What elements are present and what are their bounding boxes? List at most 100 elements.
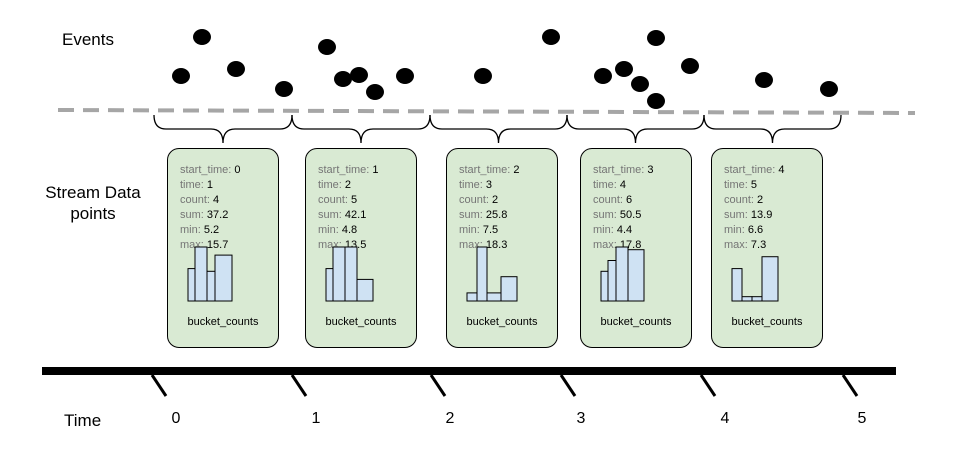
field-start-time: start_time: 2 (459, 163, 520, 178)
field-sum: sum: 13.9 (724, 208, 785, 223)
field-value: 4.4 (616, 224, 633, 236)
bucket-bar (627, 249, 645, 302)
field-value: 4.8 (341, 224, 358, 236)
bucket-bar (466, 292, 478, 302)
field-key: max: (724, 239, 748, 251)
bucket-bar (194, 246, 208, 302)
event-dot (755, 72, 773, 88)
stream-label-line1: Stream Data (45, 183, 141, 202)
field-sum: sum: 42.1 (318, 208, 379, 223)
field-value: 5.2 (203, 224, 220, 236)
field-key: time: (318, 179, 342, 191)
field-value: 4 (213, 194, 220, 206)
event-dot (820, 81, 838, 97)
field-key: sum: (459, 209, 483, 221)
field-value: 2 (344, 179, 352, 191)
events-label: Events (62, 30, 114, 49)
field-value: 4 (778, 164, 785, 176)
data-point-fields: start_time: 2 time: 3 count: 2 sum: 25.8 min… (459, 163, 520, 253)
bucket-counts-label: bucket_counts (187, 316, 259, 328)
field-time: time: 2 (318, 178, 379, 193)
field-key: time: (180, 179, 204, 191)
field-key: count: (180, 194, 210, 206)
field-min: min: 4.4 (593, 223, 654, 238)
field-max: max: 7.3 (724, 238, 785, 253)
event-dot (396, 68, 414, 84)
interval-brace (429, 114, 568, 144)
bucket-bar (731, 268, 743, 302)
field-value: 13.9 (750, 209, 773, 221)
field-value: 1 (372, 164, 379, 176)
event-dot (681, 58, 699, 74)
field-start-time: start_time: 3 (593, 163, 654, 178)
field-value: 1 (206, 179, 214, 191)
field-value: 6 (626, 194, 633, 206)
field-value: 25.8 (485, 209, 508, 221)
bucket-bar (486, 292, 502, 302)
field-key: start_time: (459, 164, 511, 176)
bucket-bar (187, 268, 196, 302)
field-time: time: 3 (459, 178, 520, 193)
field-sum: sum: 37.2 (180, 208, 241, 223)
bucket-counts-histogram (731, 256, 779, 302)
bucket-counts-histogram (600, 246, 645, 302)
field-key: min: (318, 224, 339, 236)
field-count: count: 4 (180, 193, 241, 208)
bucket-counts-label: bucket_counts (466, 316, 538, 328)
field-value: 3 (485, 179, 493, 191)
field-value: 6.6 (747, 224, 764, 236)
field-key: start_time: (180, 164, 232, 176)
bucket-bar (500, 276, 518, 302)
field-value: 7.3 (750, 239, 767, 251)
field-min: min: 7.5 (459, 223, 520, 238)
field-value: 2 (492, 194, 499, 206)
field-key: time: (724, 179, 748, 191)
bucket-bar (214, 254, 233, 302)
bucket-bar (751, 296, 763, 302)
time-tick (290, 374, 308, 397)
time-tick (429, 374, 447, 397)
field-key: start_time: (593, 164, 645, 176)
field-key: min: (724, 224, 745, 236)
field-sum: sum: 50.5 (593, 208, 654, 223)
bucket-bar (741, 296, 753, 302)
event-dot (227, 61, 245, 77)
time-tick-label: 2 (445, 410, 455, 427)
data-point-card: start_time: 4 time: 5 count: 2 sum: 13.9 min… (711, 148, 823, 348)
field-min: min: 6.6 (724, 223, 785, 238)
interval-brace (153, 114, 293, 144)
time-tick-label: 4 (720, 410, 730, 427)
field-time: time: 4 (593, 178, 654, 193)
field-value: 42.1 (344, 209, 367, 221)
data-point-fields: start_time: 4 time: 5 count: 2 sum: 13.9 min… (724, 163, 785, 253)
field-key: start_time: (724, 164, 776, 176)
bucket-bar (206, 270, 216, 302)
field-min: min: 4.8 (318, 223, 379, 238)
field-key: time: (593, 179, 617, 191)
bucket-bar (356, 278, 374, 302)
field-key: count: (724, 194, 754, 206)
field-value: 2 (513, 164, 520, 176)
field-key: count: (459, 194, 489, 206)
bucket-bar (761, 256, 779, 302)
event-dot (334, 71, 352, 87)
field-value: 3 (647, 164, 654, 176)
field-key: start_time: (318, 164, 370, 176)
time-tick (559, 374, 577, 397)
event-dot (647, 30, 665, 46)
bucket-counts-label: bucket_counts (600, 316, 672, 328)
field-count: count: 5 (318, 193, 379, 208)
time-tick-label: 0 (171, 410, 181, 427)
event-dot (542, 29, 560, 45)
event-dot (193, 29, 211, 45)
event-dot (631, 76, 649, 92)
bucket-bar (476, 246, 488, 302)
data-point-card: start_time: 2 time: 3 count: 2 sum: 25.8 min… (446, 148, 558, 348)
event-dot (366, 84, 384, 100)
data-point-card: start_time: 1 time: 2 count: 5 sum: 42.1 min… (305, 148, 417, 348)
bucket-bar (615, 246, 629, 302)
field-count: count: 6 (593, 193, 654, 208)
time-tick-label: 1 (311, 410, 321, 427)
interval-brace (566, 114, 705, 144)
stream-data-points-label: Stream Data points (38, 182, 148, 224)
